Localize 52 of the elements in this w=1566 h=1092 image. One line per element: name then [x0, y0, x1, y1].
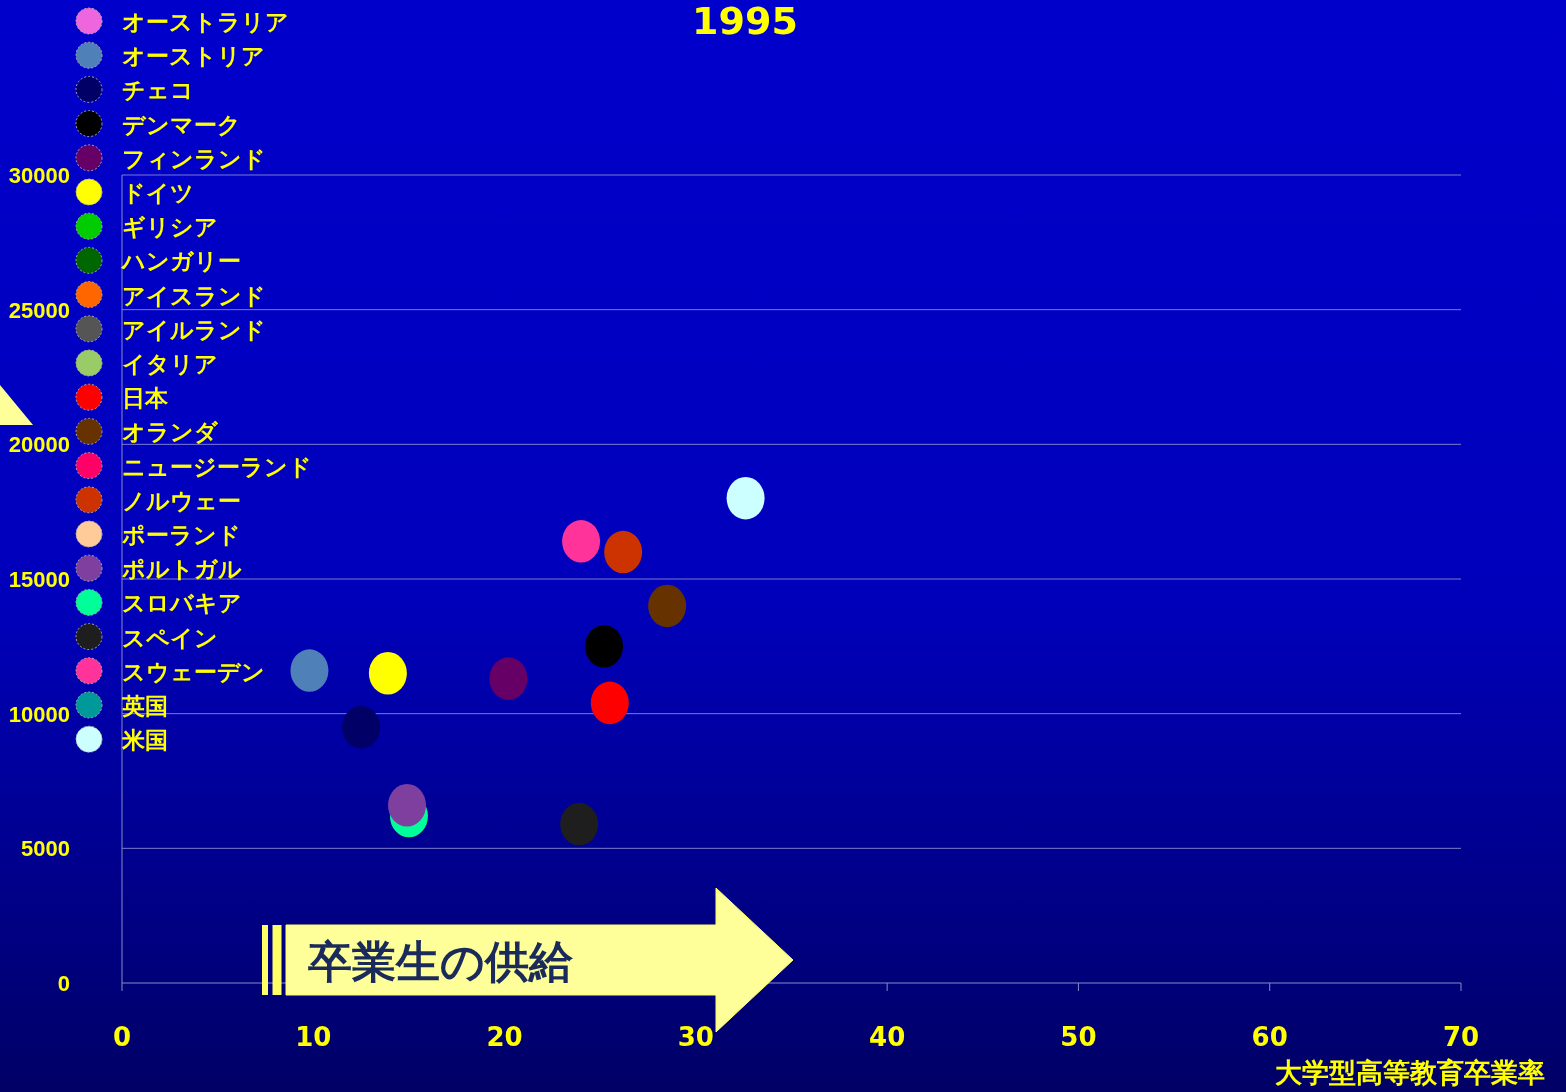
x-tick-label: 70 [1442, 1022, 1480, 1052]
point [585, 625, 624, 668]
point [604, 530, 643, 574]
legend-label: ノルウェー [122, 487, 241, 514]
x-tick-label: 30 [677, 1022, 714, 1052]
point [388, 783, 427, 827]
legend-label: 日本 [122, 385, 169, 412]
legend-label: スペイン [122, 624, 218, 651]
point [342, 705, 381, 749]
point [648, 584, 687, 628]
legend-label: 米国 [121, 727, 168, 754]
y-tick-label: 30000 [8, 163, 70, 188]
legend-label: デンマーク [122, 111, 241, 138]
x-tick-label: 50 [1060, 1022, 1097, 1052]
y-tick-label: 5000 [21, 836, 70, 862]
y-tick-label: 10000 [8, 701, 70, 727]
legend-label: ギリシア [122, 214, 218, 241]
x-tick-label: 0 [112, 1022, 132, 1052]
x-axis-title: 大学型高等教育卒業率 [1275, 1057, 1545, 1088]
y-tick-label: 20000 [8, 432, 70, 458]
legend-label: ハンガリー [120, 248, 241, 275]
legend-label: ドイツ [122, 180, 194, 206]
legend-label: チェコ [122, 77, 194, 104]
legend-label: ポルトガル [121, 556, 242, 583]
point [590, 681, 629, 725]
point [726, 476, 765, 520]
legend-label: 英国 [121, 693, 168, 719]
point [562, 520, 601, 563]
legend-label: アイルランド [122, 316, 266, 343]
legend-label: イタリア [122, 351, 218, 377]
x-tick-label: 40 [869, 1022, 906, 1052]
x-tick-label: 20 [486, 1022, 523, 1052]
legend-label: ニュージーランド [122, 453, 312, 480]
y-tick-label: 15000 [8, 567, 70, 592]
y-tick-label: 25000 [8, 297, 70, 323]
legend-label: アイスランド [122, 282, 266, 309]
point [489, 657, 528, 700]
legend-label: スロバキア [122, 590, 242, 617]
legend-label: オーストリア [122, 43, 265, 70]
x-tick-label: 60 [1251, 1022, 1288, 1052]
legend-label: ポーランド [121, 522, 241, 548]
legend-label: フィンランド [122, 145, 266, 172]
chart-title: 1995 [692, 0, 798, 43]
annotation: 卒業生の供給 [307, 936, 574, 987]
point [368, 651, 407, 695]
legend-label: スウェーデン [122, 658, 265, 685]
legend-label: オランダ [122, 419, 219, 446]
y-tick-label: 0 [57, 971, 70, 996]
legend-label: オーストラリア [122, 9, 289, 35]
point [560, 802, 599, 846]
point [290, 649, 329, 692]
x-tick-label: 10 [295, 1022, 332, 1052]
